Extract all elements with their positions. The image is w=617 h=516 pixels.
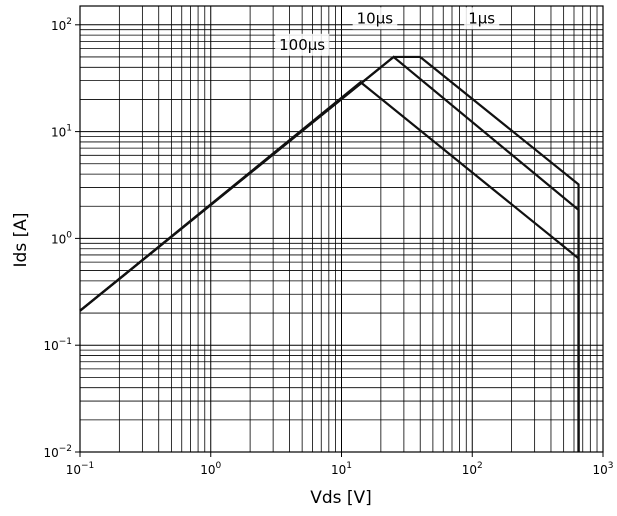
y-axis-title: Ids [A]: [11, 213, 31, 268]
y-tick-label: 102: [51, 17, 72, 33]
grid: [79, 6, 604, 453]
series-line-1s: [79, 55, 580, 452]
curve-label-text: 1µs: [468, 9, 495, 27]
curve-label-background: [352, 7, 398, 30]
x-tick-label: 103: [592, 461, 613, 477]
y-tick-label: 100: [51, 230, 72, 246]
y-axis: 10−2 10−1 100 101 102: [43, 17, 80, 460]
series-group: [79, 55, 580, 452]
x-axis: 10−1 100 101 102 103: [66, 452, 614, 477]
y-tick-label: 10−2: [43, 444, 72, 460]
x-tick-label: 101: [331, 461, 352, 477]
curve-label: 10µs: [352, 7, 398, 30]
curve-labels: 100µs 10µs 1µs: [275, 7, 500, 56]
curve-label: 1µs: [464, 7, 500, 30]
curve-label: 100µs: [275, 33, 330, 56]
x-axis-title: Vds [V]: [310, 488, 372, 508]
x-tick-label: 10−1: [66, 461, 95, 477]
y-tick-label: 10−1: [43, 337, 72, 353]
x-tick-label: 100: [200, 461, 221, 477]
curve-label-text: 10µs: [357, 9, 394, 27]
series-line-100s: [79, 80, 580, 452]
curve-label-background: [275, 33, 330, 56]
x-tick-label: 102: [462, 461, 483, 477]
series-line-10s: [79, 55, 580, 452]
y-tick-label: 101: [51, 124, 72, 140]
curve-label-background: [464, 7, 500, 30]
curve-label-text: 100µs: [279, 36, 325, 54]
